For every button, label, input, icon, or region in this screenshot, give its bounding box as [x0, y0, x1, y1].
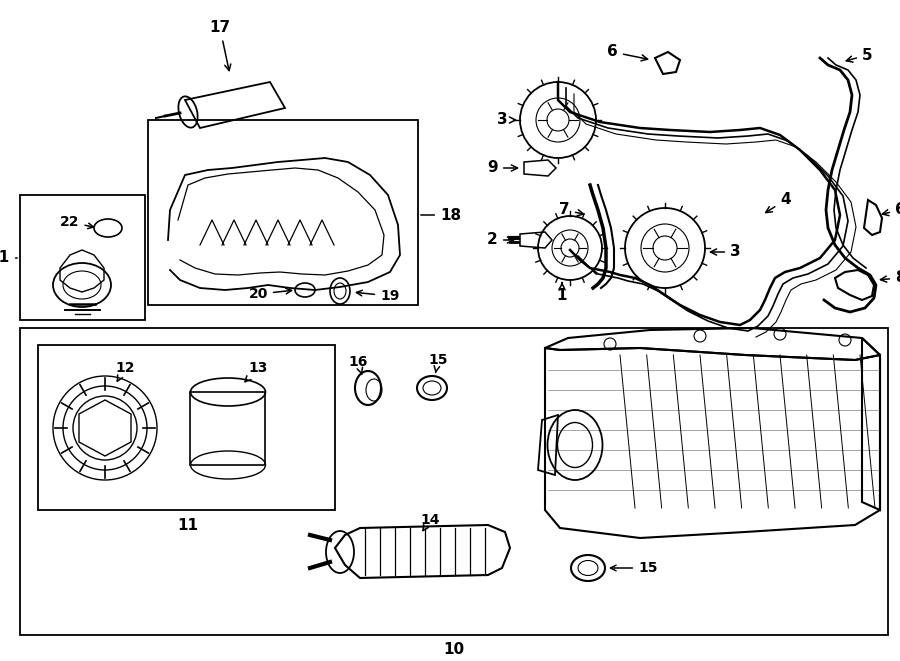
Text: 7: 7	[560, 202, 583, 217]
Text: 14: 14	[420, 513, 440, 531]
Text: 15: 15	[428, 353, 448, 373]
Text: 2: 2	[487, 233, 514, 247]
Text: 9: 9	[488, 161, 517, 176]
Text: 13: 13	[245, 361, 267, 382]
Text: 8: 8	[880, 270, 900, 286]
Text: 6: 6	[608, 44, 648, 61]
Text: 20: 20	[248, 287, 292, 301]
Text: 15: 15	[610, 561, 658, 575]
Text: 17: 17	[210, 20, 230, 71]
Text: 21: 21	[0, 251, 17, 266]
Text: 3: 3	[498, 112, 516, 128]
Text: 5: 5	[846, 48, 873, 63]
Text: 6: 6	[882, 202, 900, 217]
Text: 10: 10	[444, 642, 464, 658]
Text: 19: 19	[356, 289, 400, 303]
Text: 11: 11	[177, 518, 199, 533]
Text: 12: 12	[115, 361, 135, 381]
Text: 18: 18	[421, 208, 461, 223]
Text: 4: 4	[766, 192, 790, 213]
Text: 22: 22	[60, 215, 94, 229]
Text: 1: 1	[557, 283, 567, 303]
Text: 3: 3	[710, 245, 741, 260]
Text: 16: 16	[348, 355, 368, 375]
